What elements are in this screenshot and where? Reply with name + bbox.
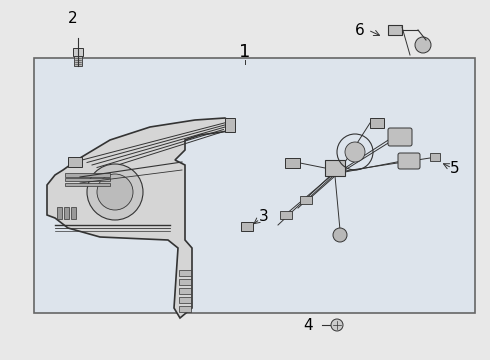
Bar xyxy=(370,118,384,128)
Circle shape xyxy=(333,228,347,242)
Circle shape xyxy=(331,319,343,331)
Bar xyxy=(179,279,191,285)
Bar xyxy=(68,157,82,167)
Bar xyxy=(179,297,191,303)
Circle shape xyxy=(415,37,431,53)
Circle shape xyxy=(87,164,143,220)
Circle shape xyxy=(97,174,133,210)
Bar xyxy=(430,153,440,161)
Bar xyxy=(388,25,402,35)
Bar xyxy=(179,306,191,312)
Bar xyxy=(65,178,110,181)
FancyBboxPatch shape xyxy=(388,128,412,146)
Text: 3: 3 xyxy=(259,208,269,224)
Bar xyxy=(65,173,110,177)
Bar xyxy=(225,118,235,132)
FancyBboxPatch shape xyxy=(398,153,420,169)
Text: 6: 6 xyxy=(355,23,365,37)
Bar xyxy=(300,196,312,204)
Text: 2: 2 xyxy=(68,10,78,26)
Bar xyxy=(285,158,300,168)
Bar xyxy=(241,222,253,231)
Bar xyxy=(325,160,345,176)
Bar xyxy=(179,270,191,276)
Bar xyxy=(57,207,62,219)
Bar xyxy=(65,183,110,186)
Bar xyxy=(280,211,292,219)
Polygon shape xyxy=(47,118,234,318)
Bar xyxy=(34,58,475,313)
Text: 1: 1 xyxy=(239,43,251,61)
Text: 4: 4 xyxy=(303,318,313,333)
Circle shape xyxy=(345,142,365,162)
Bar xyxy=(179,288,191,294)
Bar xyxy=(71,207,76,219)
Bar xyxy=(64,207,69,219)
Text: 5: 5 xyxy=(450,161,460,176)
Bar xyxy=(74,56,82,66)
Bar xyxy=(73,48,83,56)
